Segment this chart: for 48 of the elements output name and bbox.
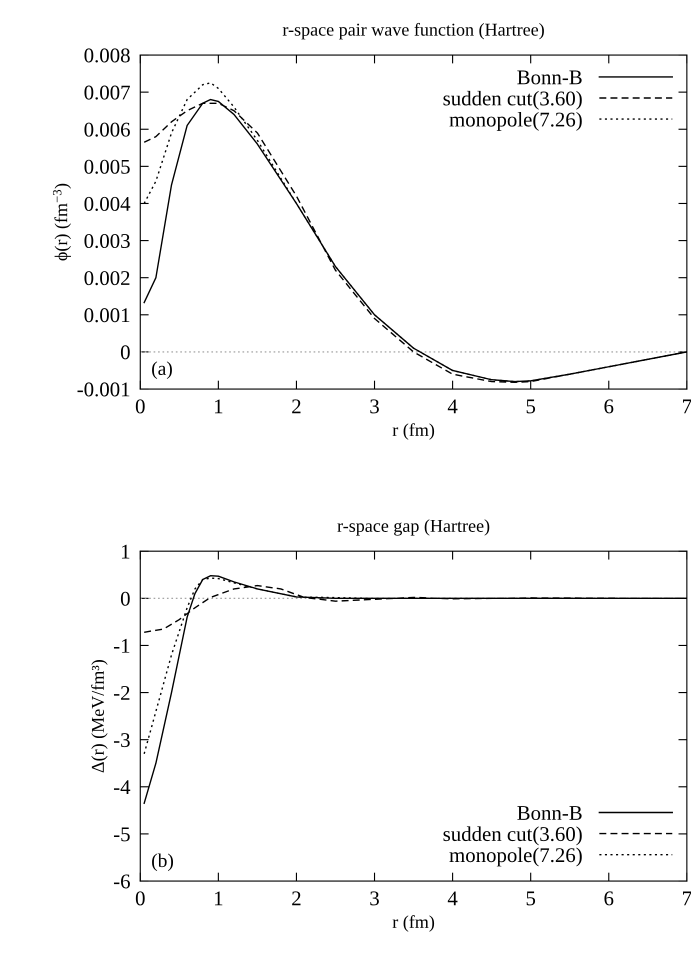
y-tick-label: -4 [114,780,130,794]
x-tick-label: 4 [448,891,458,906]
y-tick-label: -6 [114,874,130,888]
legend-label: monopole(7.26) [449,112,582,131]
annotation: (a) [152,361,172,379]
chart-title: r-space pair wave function (Hartree) [282,22,544,40]
y-tick-label: -3 [114,733,130,748]
y-tick-label: -5 [114,827,130,842]
x-tick-label: 7 [683,400,691,414]
y-tick-label: 0.007 [84,86,130,100]
y-tick-label: 0 [120,592,130,606]
x-tick-label: 0 [136,399,145,414]
y-tick-label: 0.001 [84,308,130,322]
annotation: (b) [152,853,174,872]
y-tick-label: 0.004 [84,196,130,211]
x-tick-label: 6 [604,891,614,906]
x-tick-label: 3 [370,891,379,906]
x-tick-label: 3 [370,399,379,414]
legend-label: sudden cut(3.60) [444,90,582,110]
y-tick-label: 0.008 [84,48,130,63]
y-tick-label: 0.002 [84,271,130,286]
y-tick-label: 0.005 [84,160,130,174]
legend-label: monopole(7.26) [449,848,582,866]
x-tick-label: 4 [448,399,458,414]
x-tick-label: 6 [604,399,614,414]
y-tick-label: 0 [120,345,130,360]
y-axis-title: ϕ(r) (fm$^{−3}$) [52,184,71,261]
x-tick-label: 0 [136,891,145,906]
x-axis-title: r (fm) [392,423,434,440]
y-tick-label: -0.001 [78,382,130,397]
y-tick-label: -2 [114,686,130,700]
legend-label: Bonn-B [517,70,582,84]
x-tick-label: 1 [214,399,222,414]
y-tick-label: 0.003 [84,234,130,248]
x-tick-label: 2 [292,399,300,414]
x-tick-label: 5 [526,892,536,906]
x-tick-label: 7 [683,892,691,906]
x-axis-title: r (fm) [392,915,434,932]
y-tick-label: 1 [122,544,130,558]
legend-label: sudden cut(3.60) [444,826,582,846]
legend-label: Bonn-B [517,806,582,820]
y-tick-label: 0.006 [84,122,130,137]
y-axis-title: Δ(r) (MeV/fm³) [91,660,108,772]
x-tick-label: 5 [526,400,536,414]
x-tick-label: 2 [292,891,300,906]
chart-title: r-space gap (Hartree) [337,519,490,536]
y-tick-label: -1 [114,638,130,653]
x-tick-label: 1 [214,891,222,906]
